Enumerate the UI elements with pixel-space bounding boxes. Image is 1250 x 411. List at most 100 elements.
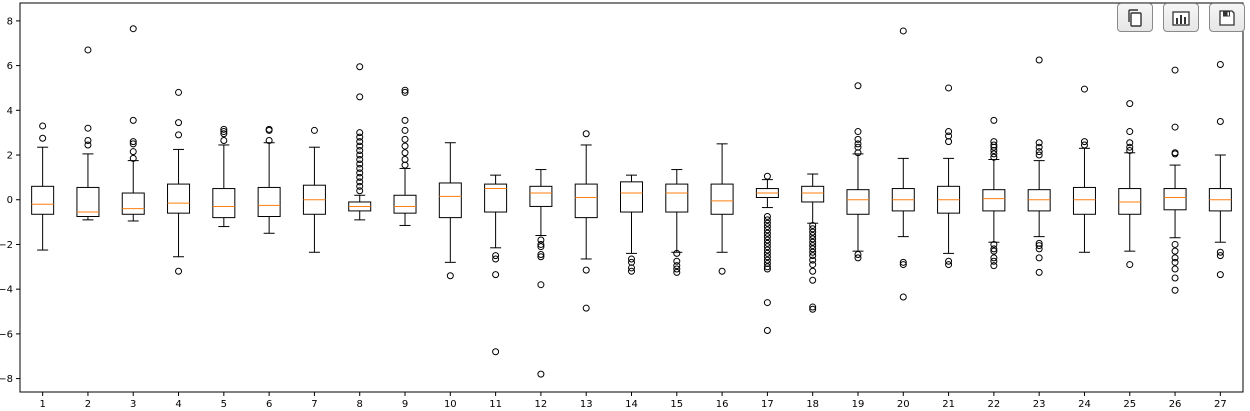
outlier-point	[537, 243, 545, 251]
outlier-point	[673, 262, 681, 270]
outlier-point	[763, 216, 771, 224]
outlier-point	[990, 245, 998, 253]
outlier-point	[537, 281, 545, 289]
bar-chart-icon	[1171, 9, 1191, 27]
iqr-box	[982, 189, 1006, 212]
y-tick-label: 0	[7, 195, 13, 206]
x-tick-label: 22	[988, 399, 1001, 410]
outlier-point	[84, 141, 92, 149]
outlier-point	[1216, 271, 1224, 279]
outlier-point	[356, 182, 364, 190]
box-5	[212, 125, 236, 228]
iqr-box	[393, 194, 417, 214]
box-6	[257, 125, 281, 234]
box-17	[755, 172, 779, 335]
outlier-point	[809, 242, 817, 250]
x-tick-label: 2	[85, 399, 91, 410]
box-21	[937, 84, 961, 269]
outlier-point	[945, 132, 953, 140]
iqr-box	[121, 192, 145, 215]
iqr-box	[846, 189, 870, 215]
outlier-point	[990, 138, 998, 146]
outlier-point	[129, 25, 137, 33]
outlier-point	[582, 304, 590, 312]
outlier-point	[763, 246, 771, 254]
boxes-layer	[31, 25, 1232, 378]
outlier-point	[763, 233, 771, 241]
outlier-point	[220, 136, 228, 144]
outlier-point	[990, 153, 998, 161]
outlier-point	[628, 264, 635, 272]
box-3	[121, 25, 145, 222]
iqr-box	[484, 183, 508, 213]
outlier-point	[628, 267, 635, 275]
outlier-point	[1035, 254, 1043, 262]
outlier-point	[39, 134, 47, 142]
outlier-point	[356, 63, 364, 71]
x-tick-label: 1	[39, 399, 45, 410]
outlier-point	[945, 257, 953, 265]
outlier-point	[763, 213, 771, 221]
outlier-point	[673, 265, 681, 273]
outlier-point	[356, 169, 364, 177]
outlier-point	[175, 88, 183, 96]
copy-button[interactable]	[1117, 3, 1153, 32]
outlier-point	[763, 172, 771, 180]
outlier-point	[809, 221, 817, 229]
save-button[interactable]	[1209, 3, 1245, 32]
outlier-point	[356, 178, 364, 186]
iqr-box	[574, 183, 598, 219]
outlier-point	[945, 128, 953, 136]
box-7	[302, 126, 326, 253]
x-tick-label: 24	[1078, 399, 1091, 410]
iqr-box	[1118, 188, 1142, 215]
x-tick-label: 5	[221, 399, 227, 410]
box-10	[438, 142, 462, 280]
outlier-point	[401, 126, 409, 134]
outlier-point	[220, 125, 228, 133]
outlier-point	[945, 84, 953, 92]
outlier-point	[1171, 247, 1179, 255]
iqr-box	[801, 185, 825, 203]
outlier-point	[356, 151, 364, 159]
y-tick-label: −4	[0, 285, 13, 296]
iqr-box	[167, 183, 191, 214]
outlier-point	[265, 125, 273, 133]
box-1	[31, 122, 55, 251]
outlier-point	[265, 136, 273, 144]
outlier-point	[1171, 254, 1179, 262]
outlier-point	[537, 240, 545, 248]
outlier-point	[763, 265, 771, 273]
outlier-point	[1216, 252, 1224, 260]
outlier-point	[1035, 151, 1043, 159]
outlier-point	[129, 148, 137, 156]
x-tick-label: 25	[1123, 399, 1136, 410]
y-tick-label: −8	[0, 374, 13, 385]
chart-button[interactable]	[1163, 3, 1199, 32]
box-9	[393, 86, 417, 226]
outlier-point	[809, 248, 817, 256]
box-23	[1027, 56, 1051, 276]
outlier-point	[1126, 100, 1134, 108]
outlier-point	[1126, 143, 1134, 151]
x-tick-label: 23	[1033, 399, 1046, 410]
iqr-box	[257, 186, 281, 218]
outlier-point	[1171, 258, 1179, 266]
outlier-point	[129, 140, 137, 148]
outlier-point	[763, 226, 771, 234]
outlier-point	[809, 235, 817, 243]
x-tick-label: 4	[175, 399, 181, 410]
box-16	[710, 143, 734, 275]
outlier-point	[763, 263, 771, 271]
box-26	[1163, 66, 1187, 294]
x-tick-label: 15	[670, 399, 683, 410]
outlier-point	[401, 116, 409, 124]
outlier-point	[990, 254, 998, 262]
iqr-box	[710, 183, 734, 215]
x-tick-label: 8	[357, 399, 363, 410]
outlier-point	[356, 173, 364, 181]
outlier-point	[1216, 60, 1224, 68]
outlier-point	[401, 88, 409, 96]
outlier-point	[763, 327, 771, 335]
iqr-box	[620, 181, 643, 213]
